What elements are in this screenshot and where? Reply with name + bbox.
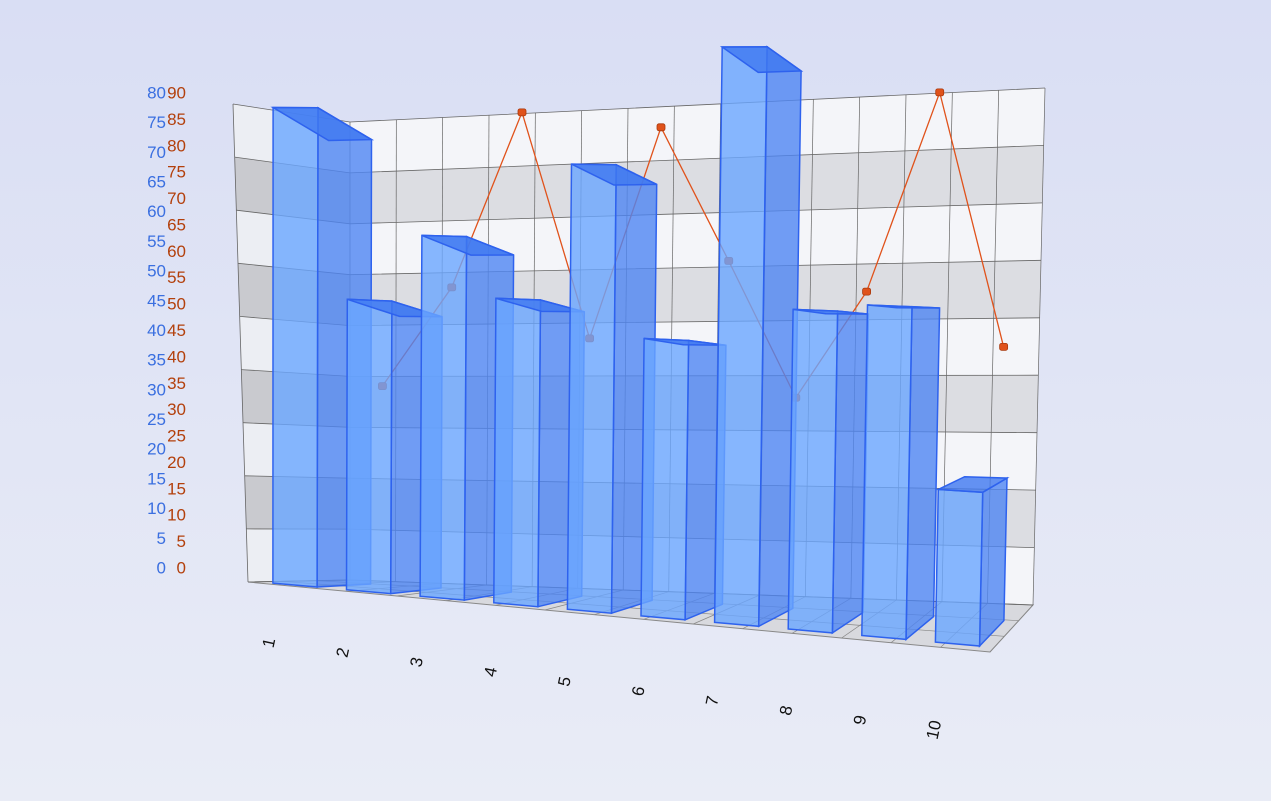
y-tick-label: 75 bbox=[147, 113, 166, 132]
bar bbox=[270, 106, 375, 588]
x-tick-label: 1 bbox=[259, 636, 280, 649]
y2-tick-label: 65 bbox=[167, 215, 186, 234]
wall-band bbox=[350, 202, 1043, 275]
y2-tick-label: 75 bbox=[167, 163, 186, 182]
x-tick-label: 3 bbox=[407, 656, 428, 669]
y-tick-label: 35 bbox=[147, 351, 166, 370]
y-tick-label: 50 bbox=[147, 262, 166, 281]
y2-tick-label: 80 bbox=[167, 136, 186, 155]
y2-tick-label: 30 bbox=[167, 400, 186, 419]
y-tick-label: 60 bbox=[147, 202, 166, 221]
y-tick-label: 65 bbox=[147, 173, 166, 192]
bar-front bbox=[272, 106, 319, 588]
y-tick-label: 80 bbox=[147, 83, 166, 102]
y2-tick-label: 10 bbox=[167, 506, 186, 525]
bar-top bbox=[421, 234, 514, 256]
bar-side bbox=[978, 476, 1008, 648]
y2-tick-label: 20 bbox=[167, 453, 186, 472]
y2-tick-label: 15 bbox=[167, 479, 186, 498]
bar-front bbox=[419, 234, 468, 601]
bar-top bbox=[935, 475, 1010, 494]
y2-tick-label: 0 bbox=[177, 558, 186, 577]
y2-tick-label: 60 bbox=[167, 242, 186, 261]
bar bbox=[861, 304, 941, 642]
y2-tick-label: 40 bbox=[167, 347, 186, 366]
bar bbox=[713, 45, 804, 628]
x-tick-label: 7 bbox=[702, 694, 723, 707]
bar bbox=[640, 337, 727, 621]
y-tick-label: 25 bbox=[147, 410, 166, 429]
y-tick-label: 45 bbox=[147, 291, 166, 310]
x-tick-label: 5 bbox=[554, 675, 575, 688]
bar bbox=[787, 308, 870, 635]
y2-tick-label: 25 bbox=[167, 427, 186, 446]
y-tick-label: 5 bbox=[157, 529, 166, 548]
bar-front bbox=[640, 337, 690, 621]
y-tick-label: 0 bbox=[157, 558, 166, 577]
y2-tick-label: 35 bbox=[167, 374, 186, 393]
wall-column bbox=[1032, 87, 1046, 606]
line bbox=[381, 90, 1005, 400]
bar-front bbox=[713, 46, 768, 628]
bar bbox=[934, 475, 1010, 648]
line-point bbox=[862, 287, 871, 296]
wall-band bbox=[350, 88, 1045, 173]
y-tick-label: 15 bbox=[147, 469, 166, 488]
x-tick-label: 8 bbox=[776, 704, 797, 717]
y2-tick-label: 70 bbox=[167, 189, 186, 208]
y-tick-label: 10 bbox=[147, 499, 166, 518]
side-edge bbox=[232, 103, 249, 583]
bar-top bbox=[270, 106, 375, 142]
bar-front bbox=[345, 298, 393, 595]
bar-front bbox=[493, 297, 542, 608]
line-point bbox=[517, 108, 527, 117]
wall-band bbox=[350, 145, 1044, 224]
floor-column bbox=[989, 604, 1034, 653]
y-tick-label: 40 bbox=[147, 321, 166, 340]
y-tick-label: 55 bbox=[147, 232, 166, 251]
bar-front bbox=[787, 308, 839, 634]
y2-tick-label: 90 bbox=[167, 83, 186, 102]
line-point bbox=[656, 123, 666, 132]
grid-line bbox=[232, 87, 1046, 123]
y2-tick-label: 85 bbox=[167, 110, 186, 129]
y2-tick-label: 55 bbox=[167, 268, 186, 287]
x-tick-label: 10 bbox=[923, 719, 946, 741]
x-tick-label: 4 bbox=[480, 665, 501, 678]
line-point bbox=[999, 342, 1009, 351]
x-tick-label: 6 bbox=[628, 685, 649, 698]
y2-tick-label: 5 bbox=[177, 532, 186, 551]
bar-front bbox=[934, 488, 984, 647]
y-tick-label: 30 bbox=[147, 380, 166, 399]
y2-tick-label: 45 bbox=[167, 321, 186, 340]
bar-top bbox=[719, 46, 804, 74]
bar-top bbox=[867, 304, 940, 309]
y2-tick-label: 50 bbox=[167, 295, 186, 314]
bar-front bbox=[566, 163, 617, 615]
x-tick-label: 9 bbox=[850, 714, 871, 727]
line-point bbox=[935, 88, 945, 97]
x-tick-label: 2 bbox=[333, 646, 354, 659]
bar-top bbox=[643, 337, 726, 347]
bar-front bbox=[861, 304, 913, 641]
y-tick-label: 20 bbox=[147, 440, 166, 459]
bar-top bbox=[571, 163, 658, 186]
y-tick-label: 70 bbox=[147, 143, 166, 162]
bar-top bbox=[793, 308, 869, 315]
